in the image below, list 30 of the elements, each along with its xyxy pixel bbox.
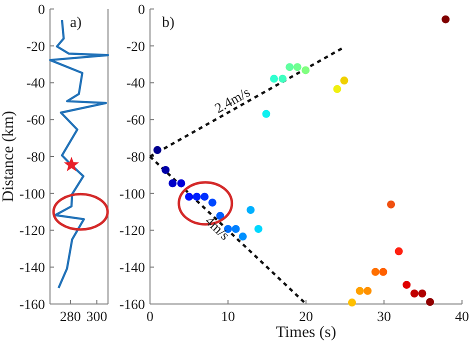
y-tick-label: -60 [126, 114, 145, 129]
annotation: 2.4m/s [212, 85, 253, 117]
y-axis-title: Distance (km) [0, 110, 17, 202]
x-tick-label: 280 [60, 310, 81, 325]
x-tick-label: 20 [299, 310, 313, 325]
y-tick-label: -100 [119, 187, 145, 202]
y-tick-label: -120 [19, 224, 45, 240]
x-tick-label: 40 [455, 310, 469, 325]
y-tick-label: -40 [126, 76, 145, 92]
y-tick-label: -40 [26, 76, 45, 92]
y-tick-label: -60 [26, 114, 45, 129]
y-tick-label: -20 [26, 40, 45, 55]
y-tick-label: -140 [19, 261, 45, 276]
y-tick-label: -120 [119, 224, 145, 240]
x-tick-label: 300 [86, 310, 108, 325]
y-tick-label: 0 [138, 2, 145, 18]
y-tick-label: -20 [126, 40, 145, 55]
y-tick-label: -80 [26, 150, 45, 166]
y-tick-label: -80 [126, 150, 145, 166]
y-tick-label: -160 [19, 298, 45, 313]
y-tick-label: 0 [38, 2, 45, 18]
y-tick-label: -160 [119, 298, 145, 313]
annotation: 4m/s [202, 214, 232, 244]
x-tick-label: 10 [221, 310, 235, 325]
x-tick-label: 30 [377, 310, 391, 325]
annotation: a) [70, 15, 82, 31]
y-tick-label: -100 [19, 187, 45, 202]
y-tick-label: -140 [119, 261, 145, 276]
x-axis-title: Times (s) [276, 324, 336, 341]
annotation: b) [162, 15, 174, 31]
